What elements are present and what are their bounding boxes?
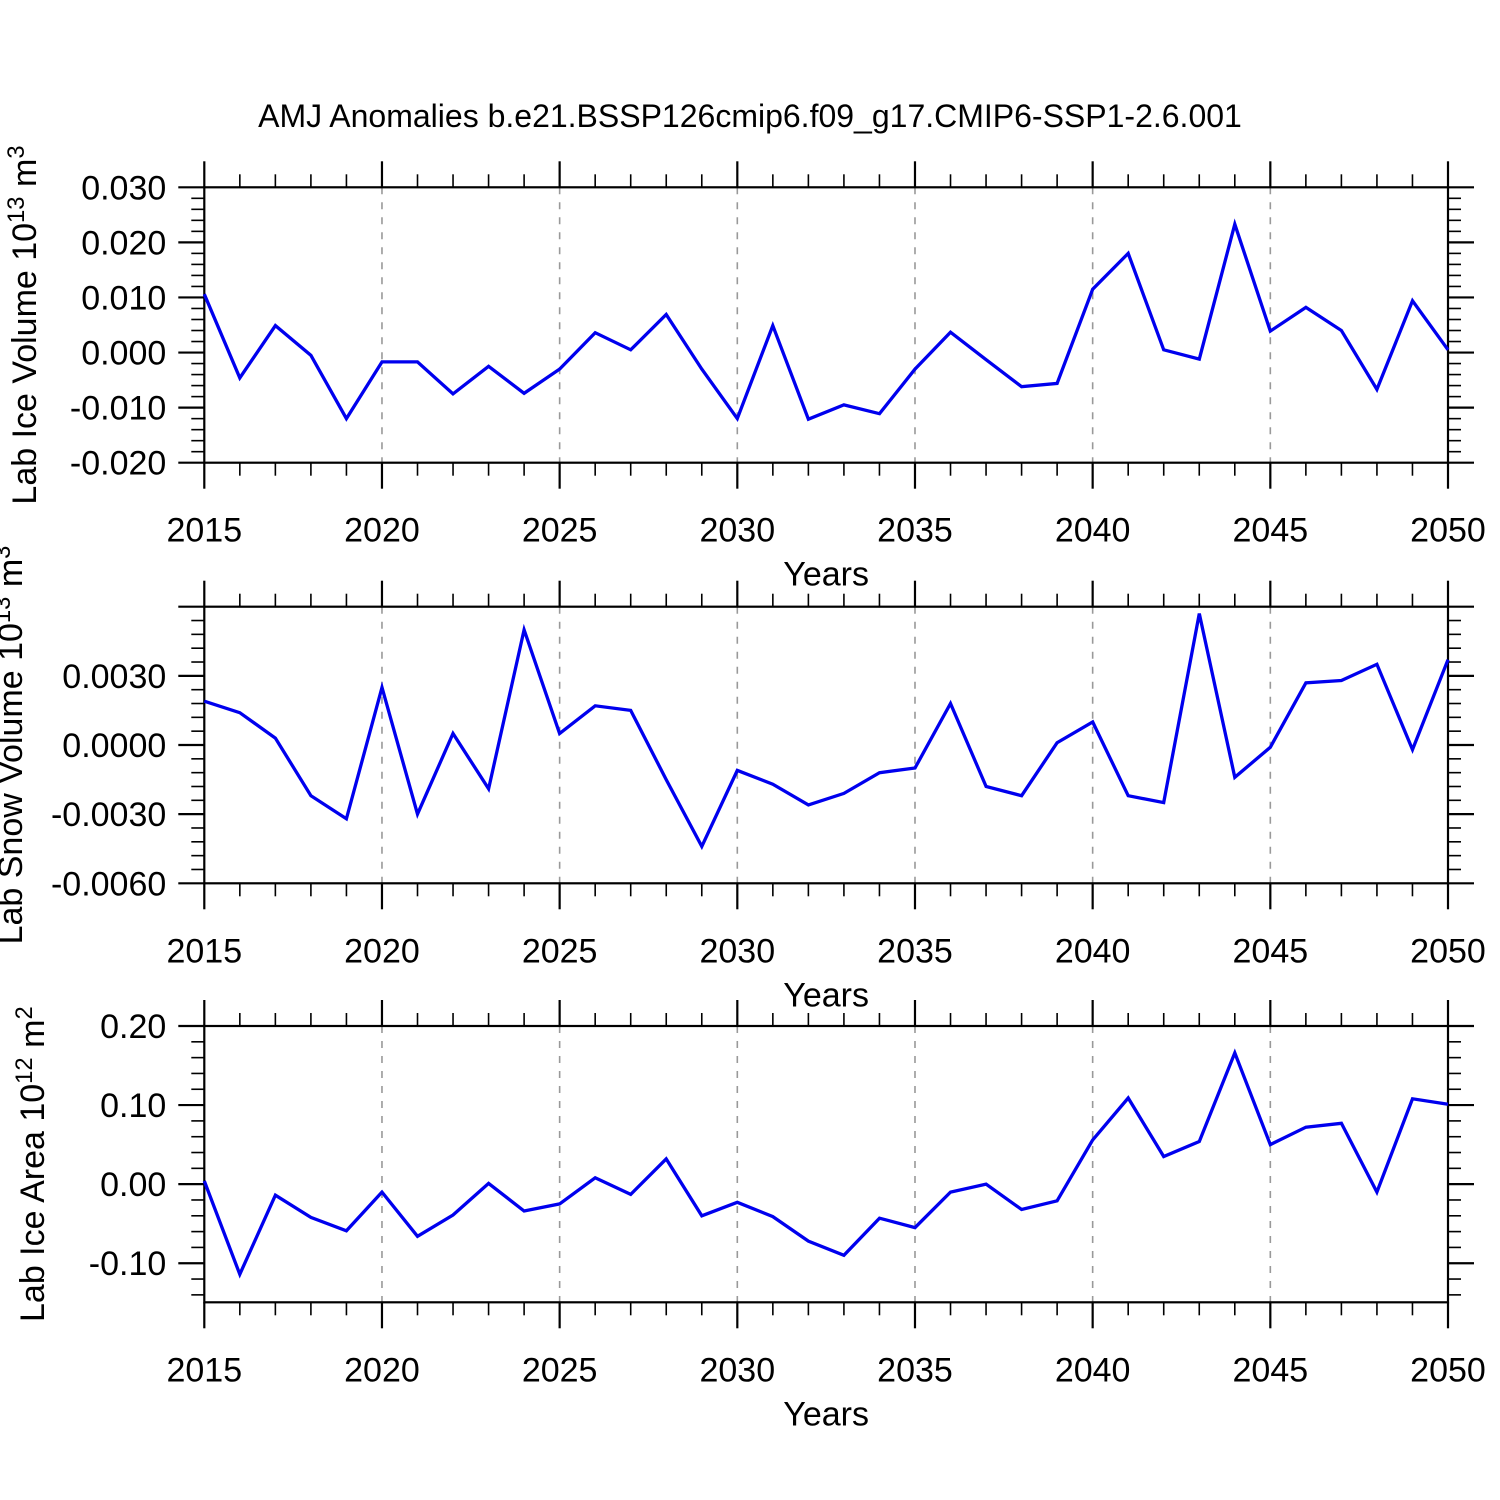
x-axis-title: Years (783, 1395, 869, 1433)
x-tick-label: 2050 (1410, 1351, 1486, 1389)
y-tick-label: 0.0000 (62, 727, 166, 765)
series-line-lab-ice-volume (202, 218, 1450, 423)
y-tick-label: 0.20 (100, 1008, 166, 1046)
x-tick-label: 2045 (1233, 512, 1309, 550)
figure-title: AMJ Anomalies b.e21.BSSP126cmip6.f09_g17… (258, 98, 1242, 134)
x-tick-label: 2020 (344, 932, 420, 970)
panel-lab-ice-area: 2015 2020 2025 2030 2035 2040 2045 2050 Years 0.2… (11, 1000, 1486, 1433)
x-tick-label: 2030 (699, 512, 775, 550)
y-tick-label: -0.010 (70, 390, 166, 428)
x-tick-label: 2025 (522, 1351, 598, 1389)
plot-frame (203, 1024, 1450, 1304)
y-tick-label: 0.010 (81, 279, 166, 317)
x-tick-label: 2025 (522, 932, 598, 970)
y-axis-title: Lab Ice Volume 1013 m3 (3, 145, 44, 504)
y-axis-title: Lab Ice Area 1012 m2 (11, 1006, 52, 1322)
x-axis-title: Years (783, 556, 869, 594)
y-tick-label: 0.10 (100, 1087, 166, 1125)
y-tick-label: 0.030 (81, 169, 166, 207)
x-tick-label: 2020 (344, 1351, 420, 1389)
y-tick-label: -0.020 (70, 445, 166, 483)
plot-frame (203, 186, 1450, 464)
y-tick-label: 0.0030 (62, 658, 166, 696)
x-tick-label: 2035 (877, 932, 953, 970)
x-tick-label: 2050 (1410, 512, 1486, 550)
panel-lab-snow-volume: 2015 2020 2025 2030 2035 2040 2045 2050 Years 0.0… (0, 546, 1486, 1015)
x-tick-label: 2040 (1055, 1351, 1131, 1389)
x-tick-label: 2025 (522, 512, 598, 550)
y-tick-label: -0.0030 (51, 796, 166, 834)
x-tick-label: 2040 (1055, 512, 1131, 550)
x-tick-label: 2035 (877, 512, 953, 550)
x-axis-title: Years (783, 976, 869, 1014)
y-axis-title: Lab Snow Volume 1013 m3 (0, 546, 30, 945)
y-tick-label: 0.020 (81, 224, 166, 262)
panel-lab-ice-volume: 2015 2020 2025 2030 2035 2040 2045 2050 Years 0.0… (3, 145, 1486, 593)
x-tick-label: 2040 (1055, 932, 1131, 970)
y-tick-label: -0.10 (89, 1245, 167, 1283)
x-tick-label: 2035 (877, 1351, 953, 1389)
x-tick-label: 2020 (344, 512, 420, 550)
x-tick-label: 2015 (166, 512, 242, 550)
x-tick-label: 2045 (1233, 1351, 1309, 1389)
x-tick-label: 2050 (1410, 932, 1486, 970)
x-tick-label: 2015 (166, 932, 242, 970)
x-tick-label: 2045 (1233, 932, 1309, 970)
y-tick-label: 0.000 (81, 335, 166, 373)
plot-frame (203, 605, 1450, 885)
x-tick-label: 2015 (166, 1351, 242, 1389)
x-tick-label: 2030 (699, 932, 775, 970)
x-tick-label: 2030 (699, 1351, 775, 1389)
y-tick-label: -0.0060 (51, 865, 166, 903)
y-tick-label: 0.00 (100, 1166, 166, 1204)
series-line-lab-snow-volume (203, 613, 1450, 851)
series-line-lab-ice-area (202, 1048, 1449, 1279)
